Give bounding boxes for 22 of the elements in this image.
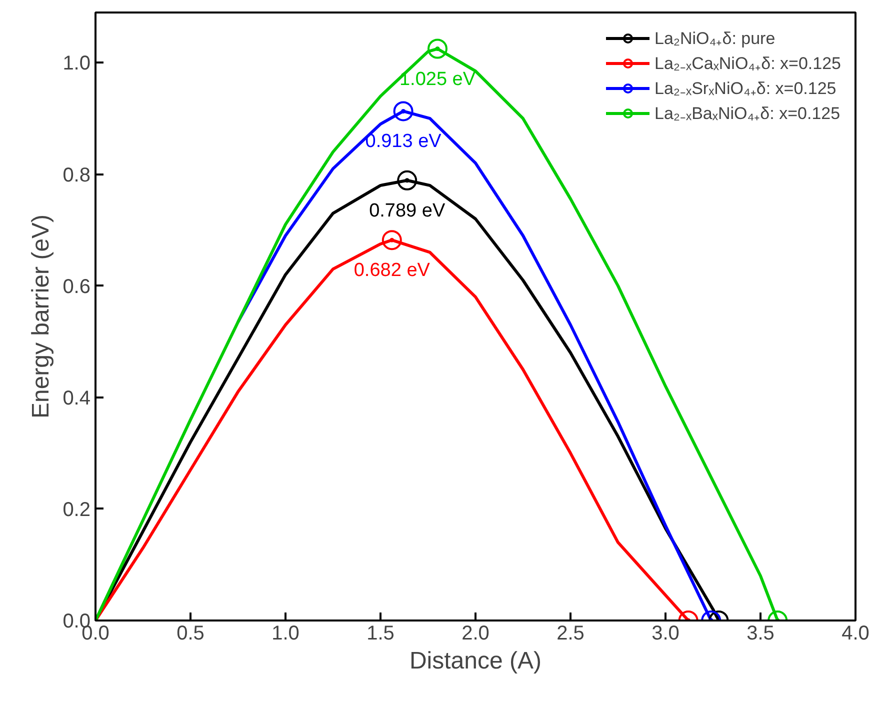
y-axis-title: Energy barrier (eV) bbox=[28, 214, 55, 419]
x-tick-label: 2.0 bbox=[462, 622, 490, 644]
x-axis-title: Distance (A) bbox=[409, 648, 542, 674]
annotation: 1.025 eV bbox=[399, 68, 476, 90]
annotation: 0.682 eV bbox=[354, 260, 430, 282]
x-tick-label: 3.0 bbox=[652, 622, 680, 644]
legend-label: La₂₋ₓSrₓNiO₄₊δ: x=0.125 bbox=[654, 78, 836, 99]
y-tick-label: 1.0 bbox=[62, 52, 91, 75]
legend-label: La₂NiO₄₊δ: pure bbox=[654, 28, 776, 49]
y-tick-label: 0.2 bbox=[62, 498, 91, 521]
x-tick-label: 0.5 bbox=[176, 622, 204, 644]
x-tick-label: 4.0 bbox=[842, 622, 870, 644]
y-tick-label: 0.6 bbox=[62, 276, 91, 298]
annotation: 0.789 eV bbox=[369, 200, 446, 222]
y-tick-label: 0.8 bbox=[62, 164, 91, 186]
y-tick-label: 0.4 bbox=[62, 387, 91, 410]
x-tick-label: 1.5 bbox=[366, 622, 394, 644]
x-tick-label: 2.5 bbox=[556, 622, 584, 644]
x-tick-label: 1.0 bbox=[272, 622, 300, 644]
x-tick-label: 3.5 bbox=[746, 622, 774, 644]
legend-label: La₂₋ₓCaₓNiO₄₊δ: x=0.125 bbox=[654, 53, 841, 74]
legend-label: La₂₋ₓBaₓNiO₄₊δ: x=0.125 bbox=[654, 103, 840, 124]
